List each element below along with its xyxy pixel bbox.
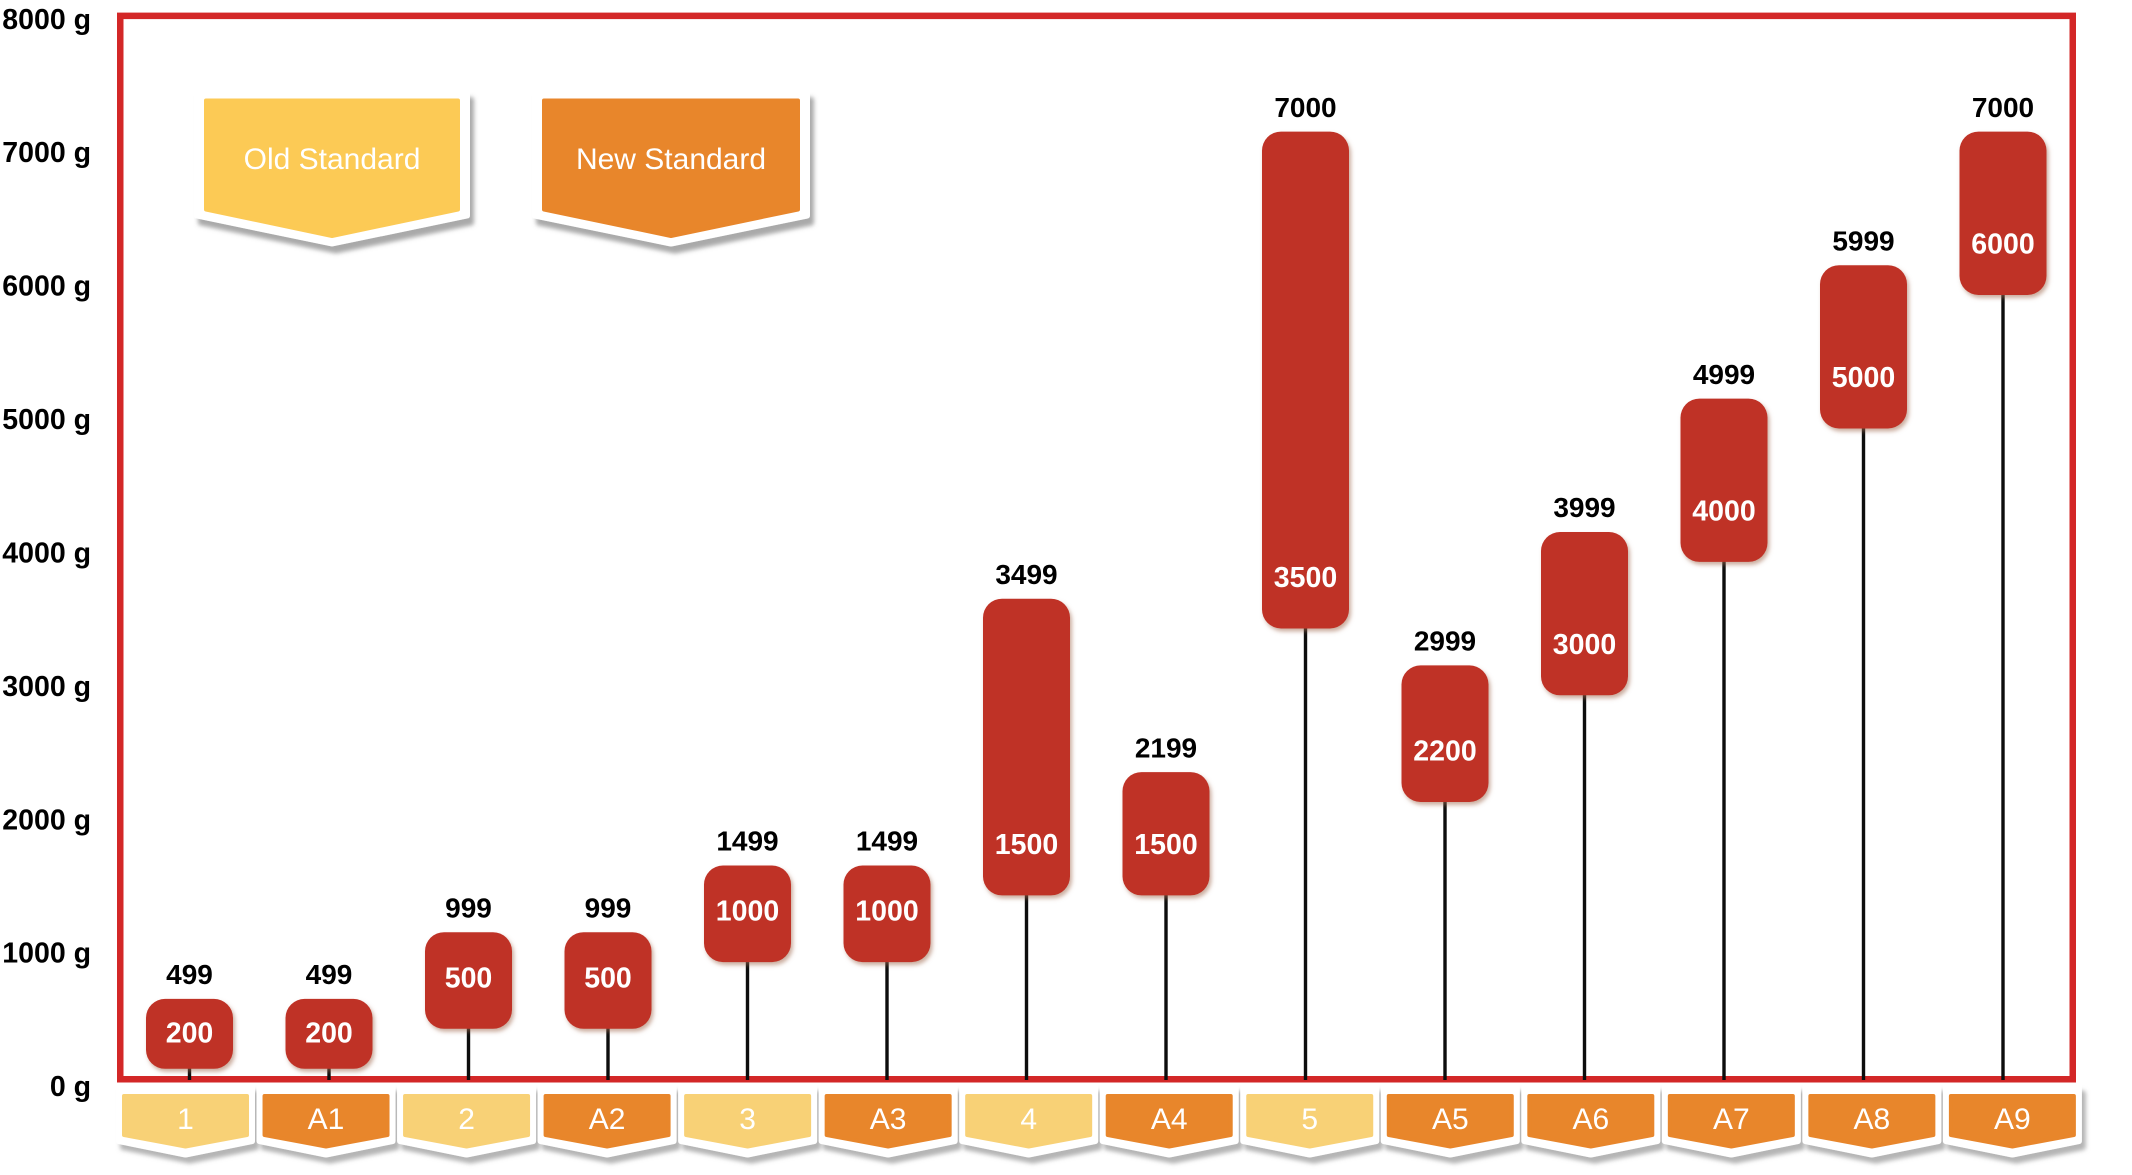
svg-text:4000: 4000 xyxy=(1692,496,1755,528)
svg-text:999: 999 xyxy=(585,892,632,923)
svg-text:8000 g: 8000 g xyxy=(2,4,91,36)
svg-text:2999: 2999 xyxy=(1414,626,1476,657)
svg-text:3: 3 xyxy=(739,1103,756,1136)
svg-text:A7: A7 xyxy=(1713,1103,1750,1136)
svg-text:A9: A9 xyxy=(1994,1103,2031,1136)
svg-text:2200: 2200 xyxy=(1413,736,1476,768)
svg-text:Old Standard: Old Standard xyxy=(244,143,421,176)
svg-text:500: 500 xyxy=(445,962,493,994)
svg-text:1500: 1500 xyxy=(1134,829,1197,861)
svg-text:1000 g: 1000 g xyxy=(2,938,91,970)
svg-text:999: 999 xyxy=(445,892,492,923)
svg-text:A1: A1 xyxy=(308,1103,345,1136)
svg-text:200: 200 xyxy=(166,1018,214,1050)
svg-text:2199: 2199 xyxy=(1135,732,1197,763)
svg-text:A2: A2 xyxy=(589,1103,626,1136)
svg-text:0 g: 0 g xyxy=(50,1071,91,1103)
svg-text:4999: 4999 xyxy=(1693,359,1755,390)
svg-text:6000 g: 6000 g xyxy=(2,271,91,303)
svg-text:500: 500 xyxy=(584,962,632,994)
svg-text:A4: A4 xyxy=(1151,1103,1188,1136)
svg-text:1000: 1000 xyxy=(716,896,779,928)
svg-text:1000: 1000 xyxy=(855,896,918,928)
svg-text:1499: 1499 xyxy=(716,826,778,857)
svg-text:1500: 1500 xyxy=(995,829,1058,861)
svg-text:3000: 3000 xyxy=(1553,629,1616,661)
svg-text:A5: A5 xyxy=(1432,1103,1469,1136)
svg-text:4000 g: 4000 g xyxy=(2,538,91,570)
svg-text:6000: 6000 xyxy=(1971,229,2034,261)
svg-text:3500: 3500 xyxy=(1274,562,1337,594)
svg-text:A3: A3 xyxy=(870,1103,907,1136)
svg-text:4: 4 xyxy=(1020,1103,1037,1136)
svg-text:3999: 3999 xyxy=(1553,492,1615,523)
svg-text:A6: A6 xyxy=(1572,1103,1609,1136)
svg-text:3000 g: 3000 g xyxy=(2,671,91,703)
svg-text:1: 1 xyxy=(177,1103,194,1136)
svg-text:7000: 7000 xyxy=(1274,92,1336,123)
svg-text:200: 200 xyxy=(305,1018,353,1050)
svg-text:3499: 3499 xyxy=(995,559,1057,590)
svg-text:7000 g: 7000 g xyxy=(2,137,91,169)
svg-text:5000 g: 5000 g xyxy=(2,404,91,436)
svg-text:7000: 7000 xyxy=(1972,92,2034,123)
svg-text:499: 499 xyxy=(306,959,353,990)
svg-text:499: 499 xyxy=(166,959,213,990)
svg-text:1499: 1499 xyxy=(856,826,918,857)
svg-text:A8: A8 xyxy=(1854,1103,1891,1136)
svg-text:New Standard: New Standard xyxy=(576,143,766,176)
svg-text:5000: 5000 xyxy=(1832,362,1895,394)
svg-text:5: 5 xyxy=(1301,1103,1318,1136)
svg-text:5999: 5999 xyxy=(1832,225,1894,256)
svg-text:2: 2 xyxy=(458,1103,475,1136)
svg-text:2000 g: 2000 g xyxy=(2,804,91,836)
